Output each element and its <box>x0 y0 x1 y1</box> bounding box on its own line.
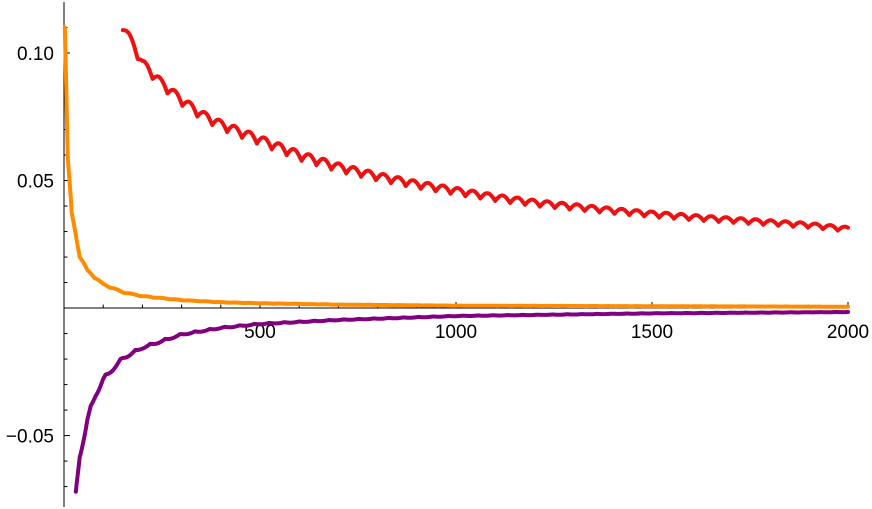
y-tick-label: −0.05 <box>6 427 54 448</box>
axes: 500 1000 1500 2000 0.10 0.05 −0.05 <box>6 2 869 507</box>
series-1-line <box>120 28 850 233</box>
series-2-line <box>62 25 850 309</box>
series-group <box>62 25 850 494</box>
x-tick-label: 2000 <box>827 322 869 343</box>
y-tick-label: 0.10 <box>17 44 54 65</box>
x-tick-label: 1500 <box>631 322 673 343</box>
x-tick-label: 1000 <box>435 322 477 343</box>
y-tick-label: 0.05 <box>17 172 54 193</box>
series-3-line <box>73 310 850 494</box>
x-tick-label: 500 <box>244 322 276 343</box>
